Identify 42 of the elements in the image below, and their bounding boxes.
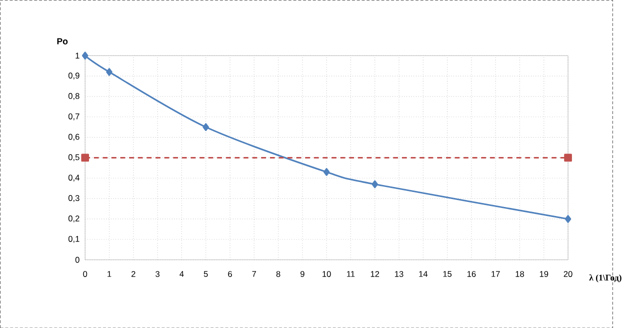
point: [81, 154, 90, 162]
x-tick-label: 11: [347, 270, 355, 277]
x-tick-label: 5: [204, 270, 208, 277]
x-tick-label: 0: [83, 270, 88, 277]
x-tick-label: 14: [419, 270, 428, 277]
y-tick-label: 0,1: [68, 236, 80, 243]
point: [564, 154, 572, 162]
point: [372, 180, 378, 188]
x-tick-label: 13: [395, 270, 404, 277]
y-tick-label: 0,8: [68, 92, 80, 100]
x-tick-label: 1: [108, 270, 112, 277]
x-tick-label: 7: [252, 270, 256, 277]
y-tick-label: 0,7: [68, 113, 80, 120]
y-tick-label: 0,5: [68, 154, 80, 162]
x-tick-label: 20: [564, 270, 572, 277]
y-tick-label: 0,2: [68, 215, 80, 222]
y-tick-label: 0,9: [68, 72, 80, 80]
y-tick-label: 0: [75, 256, 80, 263]
point: [323, 168, 330, 176]
x-tick-label: 3: [156, 270, 160, 277]
x-tick-label: 9: [300, 270, 304, 277]
x-tick-label: 8: [276, 270, 280, 277]
x-tick-label: 4: [180, 270, 184, 277]
x-tick-label: 16: [467, 270, 476, 277]
y-axis-title: Po: [57, 38, 68, 44]
x-tick-label: 6: [228, 270, 232, 277]
x-tick-label: 18: [516, 270, 524, 277]
x-tick-label: 19: [540, 270, 548, 277]
x-tick-label: 15: [443, 270, 452, 277]
point: [106, 68, 112, 76]
point: [564, 214, 572, 223]
y-tick-label: 0,4: [68, 174, 80, 182]
y-tick-label: 0,3: [68, 195, 80, 202]
point: [202, 123, 209, 131]
x-tick-label: 17: [492, 270, 500, 277]
y-tick-label: 1: [76, 52, 80, 58]
point: [82, 52, 88, 60]
x-tick-label: 2: [132, 270, 136, 277]
y-tick-label: 0,6: [68, 134, 80, 141]
x-tick-label: 10: [322, 270, 331, 277]
x-axis-title: λ (1\Год): [589, 274, 622, 282]
x-tick-label: 12: [370, 270, 380, 277]
